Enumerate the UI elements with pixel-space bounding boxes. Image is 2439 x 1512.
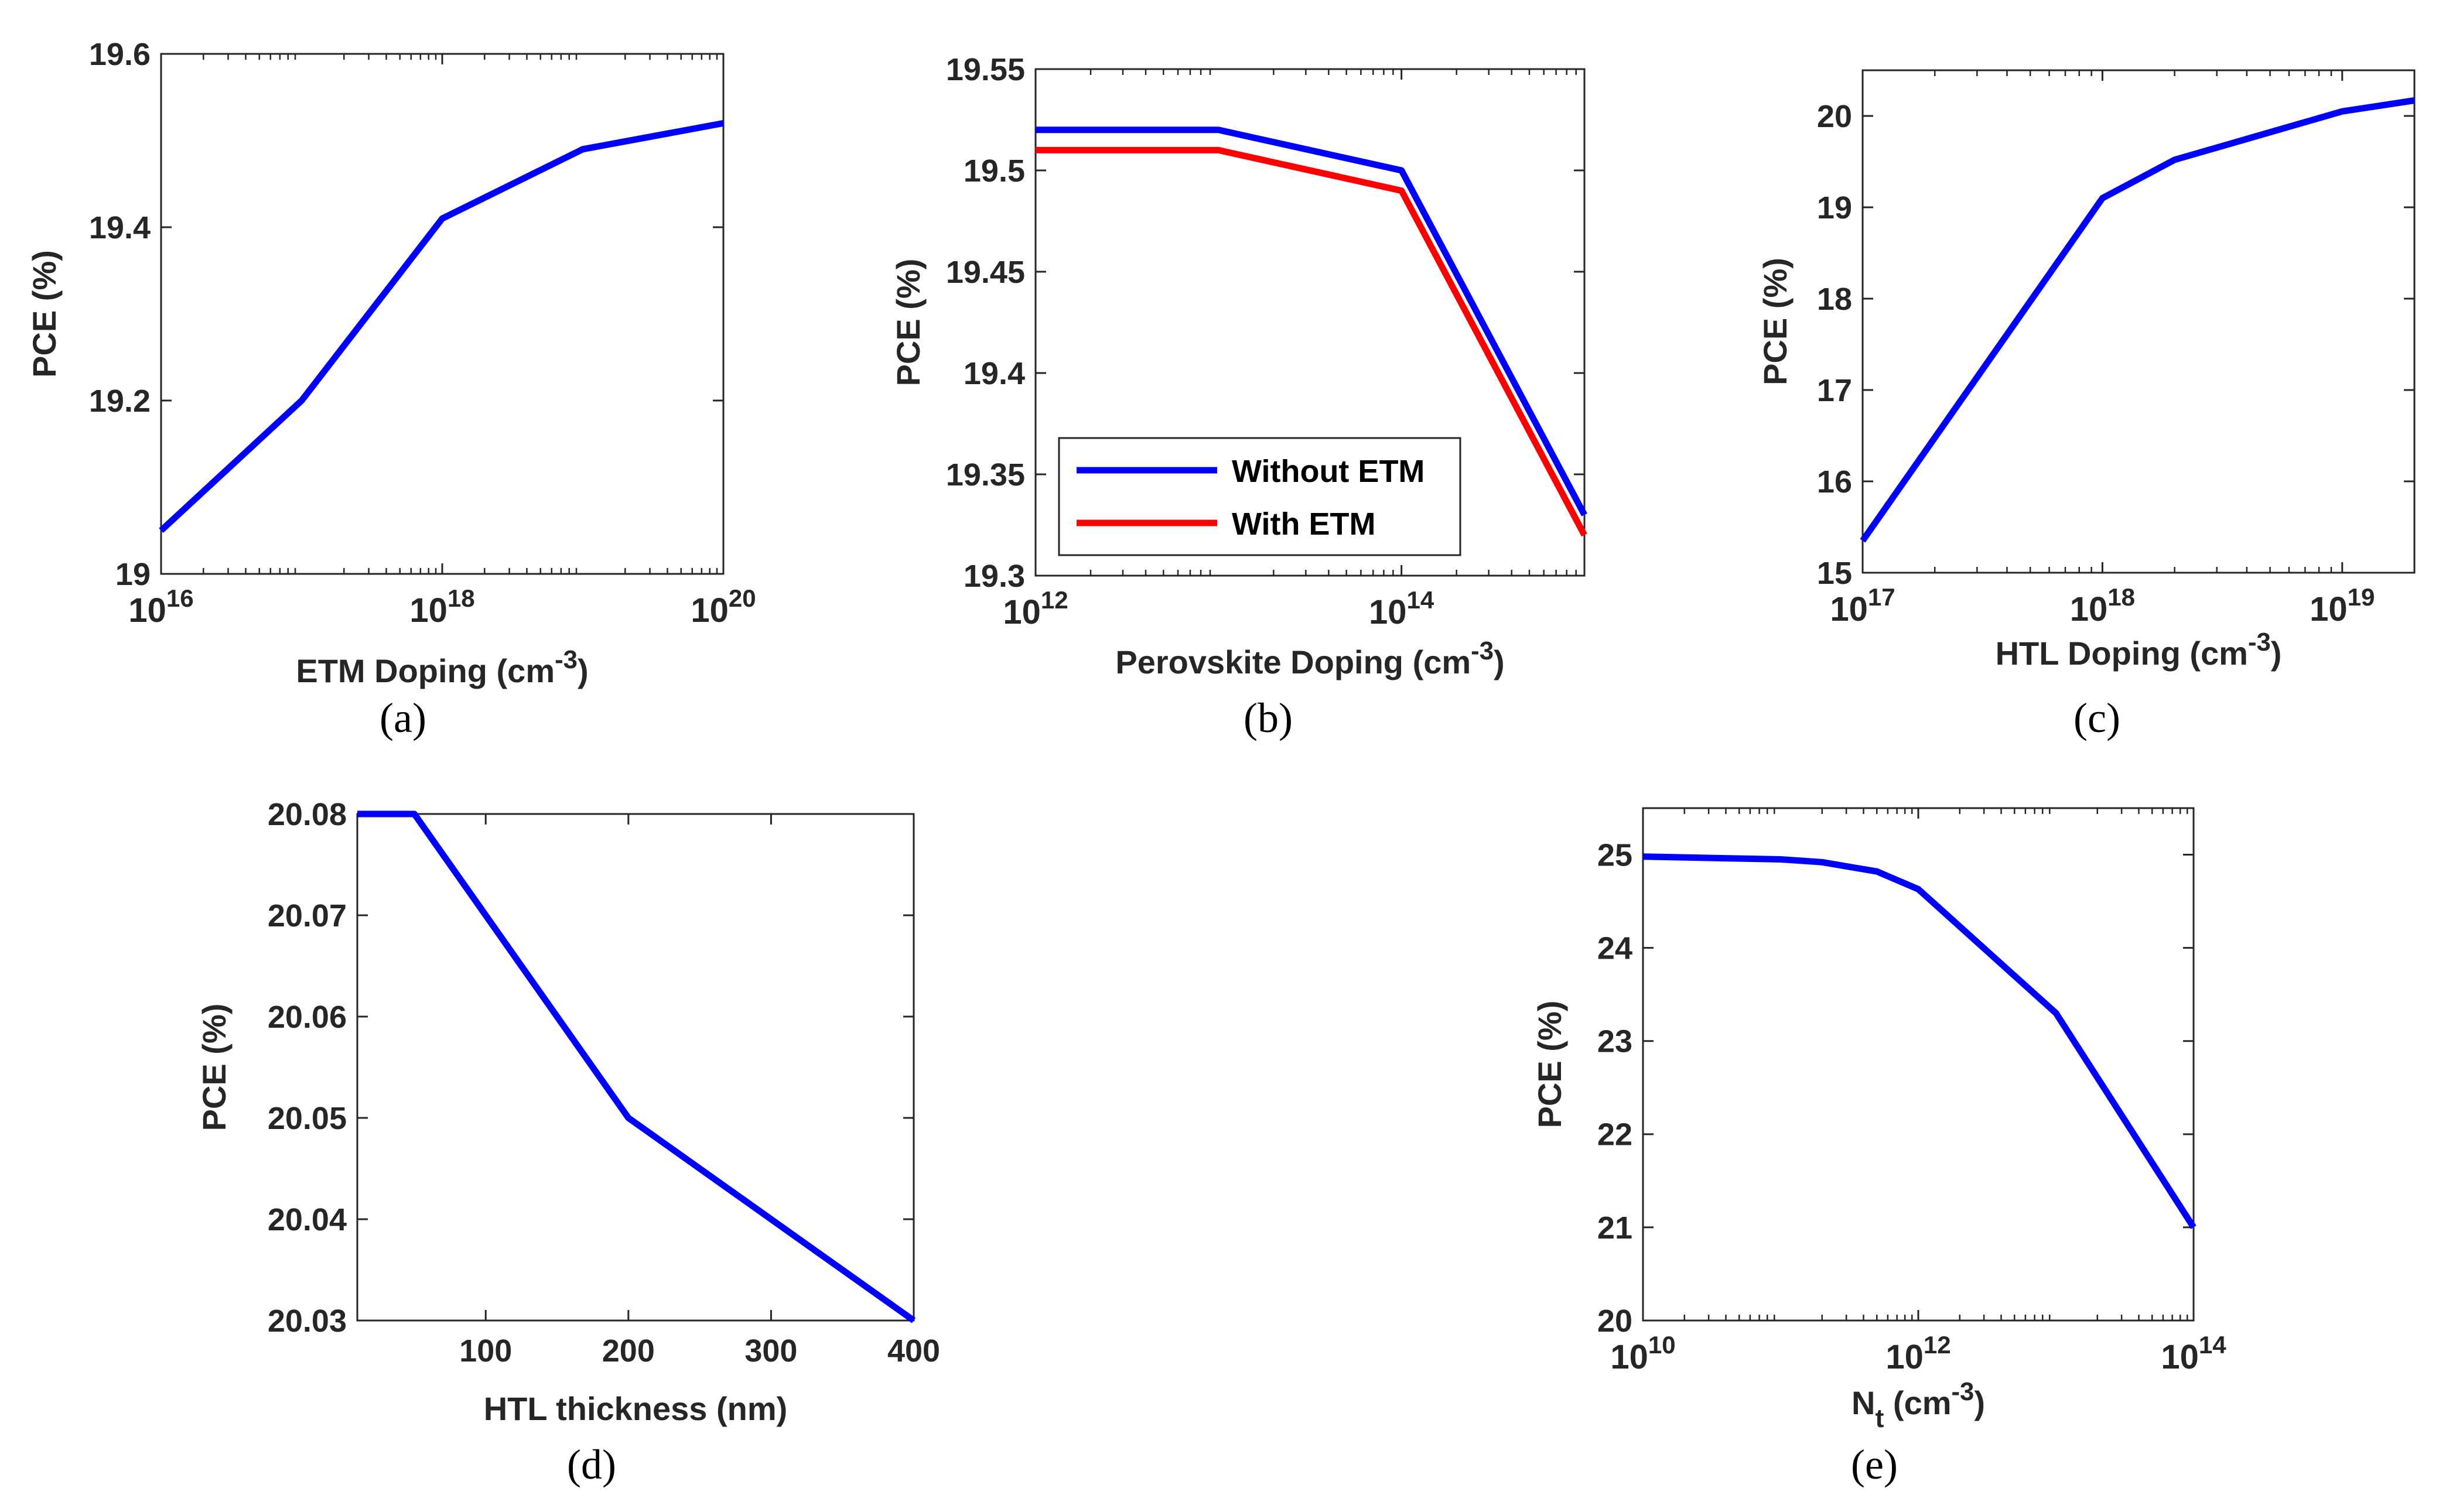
series-line-pce [159,119,725,533]
x-tick-label: 1018 [2070,583,2135,628]
x-tick-label: 1014 [2161,1331,2226,1376]
y-tick-label: 22 [1597,1117,1632,1152]
x-tick-label: 1014 [1369,586,1434,631]
y-tick-label: 25 [1597,837,1632,873]
y-tick-label: 19.5 [964,153,1025,189]
y-tick-label: 23 [1597,1024,1632,1059]
series-line-pce [357,810,916,1323]
chart-panel-c: 15 16 17 18 19 20 1017 1018 1019 PCE (%) HTL Dopin… [1757,69,2416,741]
y-tick-label: 19.35 [946,457,1025,492]
y-tick-label: 19.4 [89,210,151,245]
panel-caption: (e) [1851,1441,1898,1488]
series-line-with-etm [1036,146,1587,537]
y-tick-label: 20.04 [268,1202,347,1237]
y-tick-label: 19 [1817,190,1852,225]
panels: 19 19.2 19.4 19.6 1016 1018 1020 PCE (%) ETM Dop… [26,37,2416,1488]
y-axis-label: PCE (%) [196,1004,233,1131]
y-axis-label: PCE (%) [1531,1001,1568,1128]
y-axis-label: PCE (%) [1757,258,1794,385]
x-tick-label: 300 [744,1333,797,1369]
x-axis-label: ETM Doping (cm-3) [296,645,588,689]
x-tick-label: 1010 [1610,1331,1675,1376]
y-axis-label: PCE (%) [26,250,63,378]
x-tick-label: 200 [602,1333,655,1369]
y-tick-label: 18 [1817,282,1852,317]
series-line-without-etm [1036,126,1587,516]
x-tick-label: 1012 [1885,1331,1950,1376]
y-tick-label: 19 [115,557,151,592]
x-tick-label: 1019 [2310,583,2375,628]
legend: Without ETM With ETM [1058,437,1461,556]
plot-frame [1034,68,1586,577]
y-tick-label: 20.06 [268,1000,347,1035]
x-axis-label: Perovskite Doping (cm-3) [1115,637,1504,680]
y-tick-label: 19.3 [964,559,1025,594]
x-tick-label: 1017 [1830,583,1895,628]
plot-frame [356,813,915,1322]
y-tick-label: 24 [1597,931,1632,966]
y-tick-label: 19.6 [89,37,151,72]
panel-caption: (a) [380,695,426,741]
y-axis-label: PCE (%) [890,259,927,386]
series-line-pce [1642,853,2197,1229]
x-axis-label: Nt (cm-3) [1852,1377,1985,1433]
chart-panel-e: 20 21 22 23 24 25 1010 1012 1014 PCE (%) Nt (cm-3)… [1531,807,2226,1488]
y-tick-label: 19.4 [964,356,1025,391]
y-tick-label: 19.45 [946,255,1025,290]
x-tick-label: 1018 [409,584,474,630]
panel-caption: (c) [2074,695,2120,741]
chart-panel-a: 19 19.2 19.4 19.6 1016 1018 1020 PCE (%) ETM Dop… [26,37,756,741]
x-tick-label: 400 [887,1333,940,1369]
y-tick-label: 21 [1597,1210,1632,1246]
y-tick-label: 20.07 [268,898,347,933]
x-tick-label: 1012 [1003,586,1068,631]
y-tick-label: 20.08 [268,797,347,832]
panel-caption: (d) [567,1441,616,1488]
chart-panel-b: 19.3 19.35 19.4 19.45 19.5 19.55 1012 1014 PCE (… [890,52,1587,741]
y-tick-label: 20 [1817,99,1852,134]
y-tick-label: 16 [1817,464,1852,500]
y-tick-label: 19.55 [946,52,1025,87]
y-tick-label: 20.05 [268,1101,347,1136]
panel-caption: (b) [1244,695,1293,741]
plot-frame [1861,69,2416,574]
chart-panel-d: 20.03 20.04 20.05 20.06 20.07 20.08 100 200 300 4… [196,797,940,1488]
legend-label: Without ETM [1232,454,1425,489]
y-tick-label: 19.2 [89,384,151,419]
legend-label: With ETM [1232,507,1375,542]
x-axis-label: HTL Doping (cm-3) [1996,628,2282,672]
y-tick-label: 20.03 [268,1304,347,1339]
x-axis-label: HTL thickness (nm) [484,1390,788,1427]
x-tick-label: 100 [459,1333,512,1369]
y-tick-label: 15 [1817,556,1852,591]
series-line-pce [1860,97,2415,543]
y-tick-label: 20 [1597,1304,1632,1339]
y-tick-label: 17 [1817,373,1852,408]
x-tick-label: 1020 [691,584,756,630]
x-tick-label: 1016 [128,584,193,630]
legend-box [1058,437,1461,556]
